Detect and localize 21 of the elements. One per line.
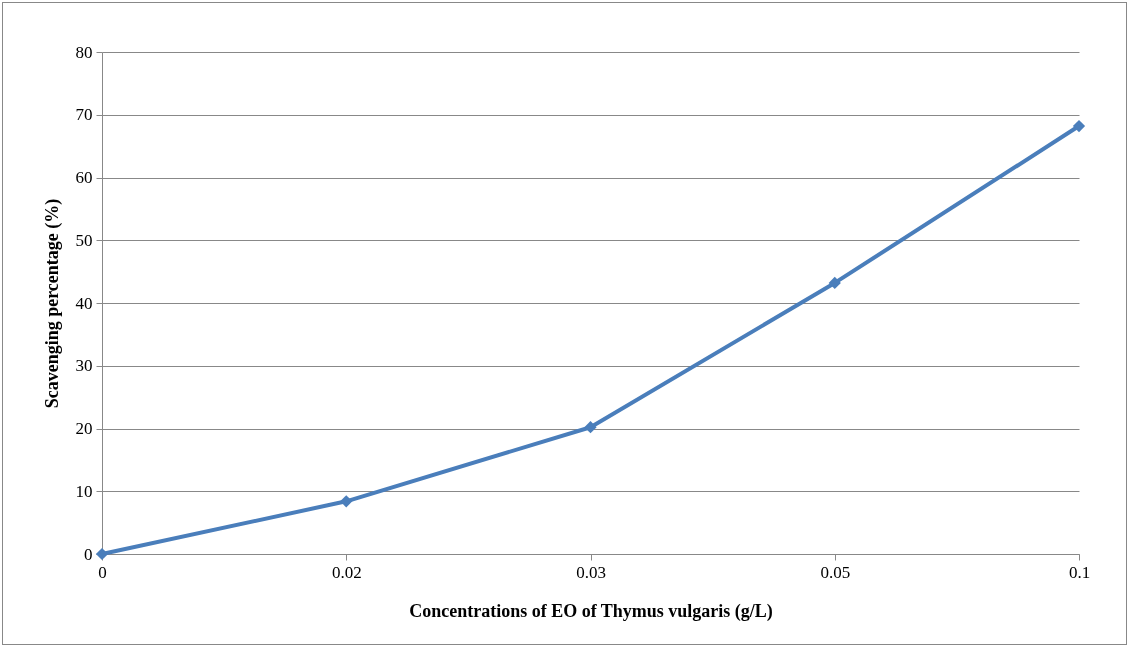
point: [340, 495, 353, 508]
point: [584, 421, 597, 434]
y-tick-label: 30: [75, 356, 93, 376]
y-tick-label: 10: [75, 481, 93, 501]
y-axis-title: Scavenging percentage (%): [41, 198, 63, 409]
x-tick-label: 0.05: [820, 562, 851, 582]
point: [828, 276, 841, 290]
point: [95, 547, 109, 561]
x-tick-label: 0.02: [331, 562, 362, 582]
y-tick-label: 0: [84, 544, 93, 564]
x-tick-label: 0.1: [1068, 562, 1091, 582]
x-tick-label: 0: [98, 562, 107, 582]
y-tick-label: 40: [75, 293, 93, 313]
x-axis-title: Concentrations of EO of Thymus vulgaris (g/L): [409, 600, 773, 622]
y-tick-label: 50: [75, 230, 93, 250]
y-tick-label: 80: [75, 42, 93, 62]
x-tick-label: 0.03: [576, 562, 606, 582]
y-tick-label: 60: [75, 168, 93, 187]
y-tick-label: 70: [75, 105, 93, 125]
y-tick-label: 20: [75, 419, 93, 438]
point: [1072, 119, 1086, 133]
